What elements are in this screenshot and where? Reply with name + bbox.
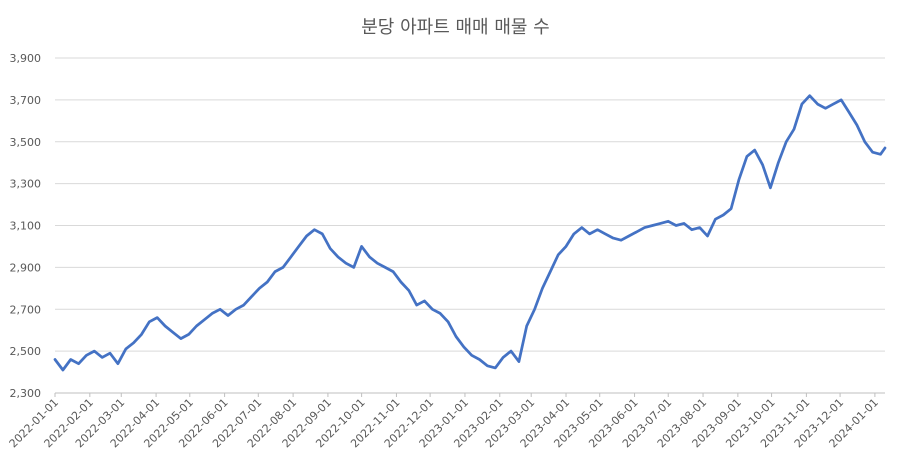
y-tick-label: 3,500 [10, 136, 42, 149]
chart-title: 분당 아파트 매매 매물 수 [361, 17, 550, 38]
y-tick-label: 3,100 [10, 220, 42, 233]
y-tick-label: 3,900 [10, 52, 42, 65]
y-tick-label: 2,500 [10, 345, 42, 358]
y-tick-label: 2,300 [10, 387, 42, 400]
y-tick-label: 2,700 [10, 303, 42, 316]
series-line [53, 94, 887, 372]
gridlines [55, 57, 885, 352]
x-axis-ticks: 2022-01-012022-02-012022-03-012022-04-01… [7, 393, 881, 450]
y-tick-label: 3,700 [10, 94, 42, 107]
y-tick-label: 3,300 [10, 178, 42, 191]
y-axis-ticks: 2,300 2,500 2,700 2,900 3,100 3,300 3,500 3,700… [10, 52, 42, 400]
series-layer [53, 94, 887, 372]
y-tick-label: 2,900 [10, 261, 42, 274]
